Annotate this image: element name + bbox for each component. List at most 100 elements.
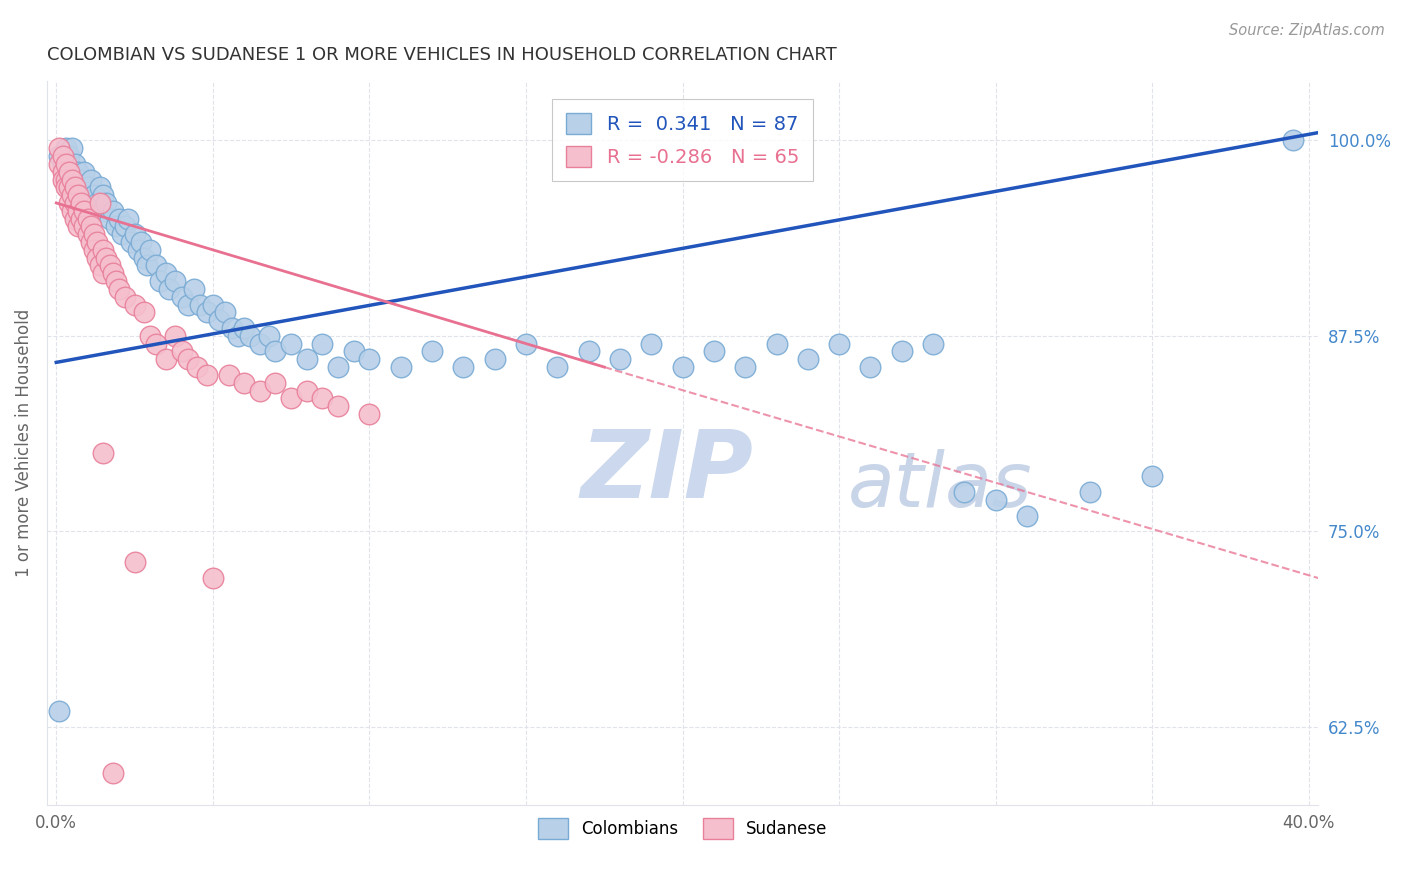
Point [89,259,111,273]
Point [117,211,139,226]
Point [58,149,80,163]
Point [67,203,90,218]
Point [359,407,381,421]
Point [546,360,568,375]
Point [420,344,443,359]
Point [208,313,231,327]
Point [101,203,124,218]
Point [86,235,108,249]
Point [55,157,77,171]
Point [76,180,98,194]
Point [139,243,162,257]
Point [734,360,756,375]
Point [139,328,162,343]
Point [311,336,333,351]
Point [145,336,167,351]
Point [51,149,73,163]
Point [828,336,851,351]
Point [129,235,152,249]
Point [136,259,159,273]
Point [703,344,725,359]
Point [60,188,83,202]
Point [183,282,205,296]
Point [311,392,333,406]
Point [48,141,70,155]
Point [221,321,243,335]
Point [132,251,155,265]
Point [797,352,820,367]
Point [1282,133,1305,147]
Point [70,172,93,186]
Point [132,305,155,319]
Point [1078,485,1101,500]
Point [108,282,131,296]
Point [48,704,70,718]
Point [188,297,211,311]
Point [280,336,302,351]
Point [67,164,90,178]
Point [55,141,77,155]
Point [195,368,218,382]
Point [86,251,108,265]
Point [609,352,631,367]
Point [111,227,134,242]
Point [640,336,662,351]
Point [233,376,256,390]
Point [83,188,105,202]
Point [55,172,77,186]
Point [218,368,240,382]
Point [60,172,83,186]
Point [76,227,98,242]
Point [63,180,86,194]
Point [63,180,86,194]
Point [157,282,180,296]
Point [58,180,80,194]
Point [389,360,412,375]
Point [89,196,111,211]
Point [58,196,80,211]
Point [58,164,80,178]
Point [280,392,302,406]
Point [124,227,146,242]
Point [76,211,98,226]
Point [484,352,506,367]
Point [515,336,537,351]
Point [145,259,167,273]
Point [165,274,187,288]
Point [73,219,96,234]
Point [98,211,121,226]
Point [114,219,136,234]
Point [155,352,177,367]
Point [295,384,318,398]
Point [86,196,108,211]
Point [155,266,177,280]
Text: Source: ZipAtlas.com: Source: ZipAtlas.com [1229,23,1385,38]
Point [70,211,93,226]
Point [96,251,118,265]
Point [359,352,381,367]
Point [104,274,127,288]
Point [60,172,83,186]
Point [765,336,787,351]
Point [83,227,105,242]
Text: atlas: atlas [848,450,1032,524]
Point [149,274,172,288]
Point [890,344,912,359]
Point [120,235,142,249]
Point [249,384,271,398]
Point [91,266,114,280]
Point [343,344,366,359]
Point [63,157,86,171]
Point [55,157,77,171]
Point [70,196,93,211]
Point [55,180,77,194]
Point [58,164,80,178]
Point [859,360,882,375]
Point [1142,469,1164,483]
Point [239,328,262,343]
Y-axis label: 1 or more Vehicles in Household: 1 or more Vehicles in Household [15,309,32,577]
Point [233,321,256,335]
Point [186,360,208,375]
Point [257,328,280,343]
Point [80,235,103,249]
